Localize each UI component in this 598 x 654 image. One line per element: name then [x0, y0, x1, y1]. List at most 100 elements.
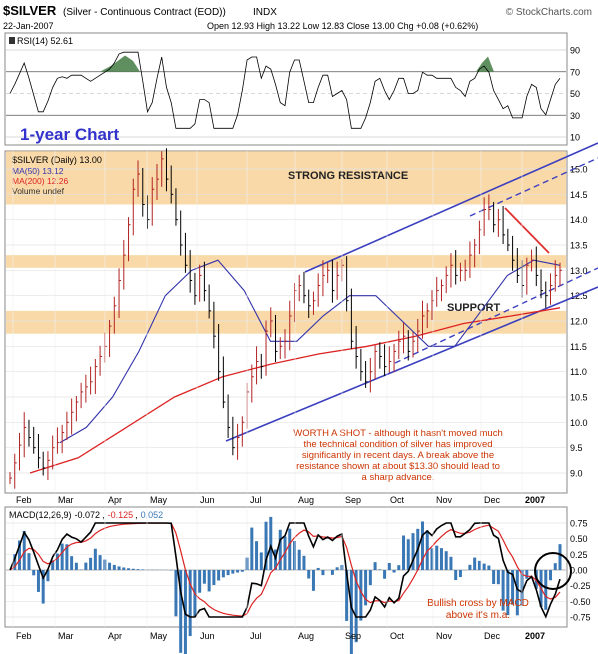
macd-histogram-bar	[501, 570, 505, 611]
strong-resistance-band	[6, 151, 566, 205]
macd-histogram-bar	[70, 556, 74, 570]
macd-histogram-bar	[117, 566, 121, 570]
macd-histogram-bar	[321, 570, 325, 576]
macd-histogram-bar	[549, 570, 553, 581]
macd-histogram-bar	[439, 548, 443, 570]
macd-histogram-bar	[383, 570, 387, 579]
macd-line	[9, 522, 561, 619]
macd-histogram-bar	[46, 570, 50, 582]
macd-label: MACD(12,26,9) -0.072, -0.125, 0.052	[9, 510, 163, 520]
macd-histogram-bar	[269, 516, 273, 570]
macd-value-3: 0.052	[141, 510, 164, 520]
macd-histogram-bar	[302, 555, 306, 570]
rsi-tick-label: 10	[570, 133, 580, 143]
header-ohlc: Open 12.93 High 13.22 Low 12.83 Close 13…	[207, 21, 478, 31]
macd-histogram-bar	[221, 570, 225, 578]
macd-histogram-bar	[55, 553, 59, 570]
annotation-line-2: the technical condition of silver has im…	[303, 439, 492, 450]
x-tick-label: Dec	[484, 631, 501, 641]
macd-histogram-bar	[41, 570, 45, 604]
macd-histogram-bar	[487, 565, 491, 570]
macd-histogram-bar	[236, 570, 240, 573]
rsi-grid	[6, 49, 566, 138]
macd-histogram-bar	[32, 570, 36, 576]
price-tick-label: 11.0	[570, 367, 587, 377]
macd-tick-label: 0.00	[570, 566, 588, 576]
x-tick-label: May	[150, 631, 168, 641]
macd-histogram-bar	[127, 568, 131, 570]
annotation-line-5: a sharp advance.	[362, 472, 435, 483]
macd-value-2: -0.125	[108, 510, 134, 520]
macd-histogram-bar	[13, 554, 17, 570]
macd-histogram-bar	[240, 570, 244, 572]
macd-histogram-bar	[473, 557, 477, 570]
macd-histogram-bar	[458, 570, 462, 578]
macd-histogram-bar	[477, 560, 481, 570]
header-watermark: © StockCharts.com	[506, 7, 592, 18]
macd-histogram-bar	[136, 569, 140, 570]
macd-histogram-bar	[98, 555, 102, 570]
macd-histogram-bar	[141, 569, 145, 570]
macd-histogram-bar	[335, 567, 339, 570]
macd-tick-label: -0.25	[570, 581, 591, 591]
macd-tick-label: -0.75	[570, 613, 591, 623]
channel-lower	[225, 286, 598, 442]
header-description: (Silver - Continuous Contract (EOD))	[63, 7, 226, 18]
chart-title: 1-year Chart	[20, 125, 120, 144]
header-symbol: $SILVER	[3, 3, 57, 18]
macd-histogram-bar	[364, 570, 368, 606]
macd-value-1: -0.072	[75, 510, 101, 520]
macd-histogram-bar	[544, 570, 548, 610]
price-tick-label: 10.5	[570, 393, 588, 403]
price-tick-label: 14.0	[570, 215, 588, 225]
legend-ma50: MA(50) 13.12	[12, 166, 64, 176]
price-tick-label: 13.0	[570, 266, 588, 276]
rsi-ticks: 90 70 50 30 10	[570, 46, 580, 143]
macd-histogram-bar	[264, 521, 268, 570]
resistance-trendline	[504, 207, 550, 254]
rsi-overbought-fill	[100, 55, 140, 72]
macd-tick-label: 0.50	[570, 534, 588, 544]
macd-histogram-bar	[378, 569, 382, 570]
x-tick-label: Mar	[58, 495, 74, 505]
macd-histogram-bar	[392, 570, 396, 573]
macd-histogram-bar	[359, 570, 363, 621]
macd-histogram-bar	[259, 552, 263, 570]
x-tick-label: Oct	[390, 495, 405, 505]
macd-histogram-bar	[292, 541, 296, 570]
macd-histogram-bar	[27, 553, 31, 570]
price-bars	[9, 148, 562, 489]
macd-histogram-bar	[492, 570, 496, 584]
macd-histogram-bar	[435, 545, 439, 570]
price-tick-label: 13.5	[570, 241, 588, 251]
x-tick-label: May	[150, 495, 168, 505]
price-tick-label: 12.0	[570, 317, 588, 327]
macd-histogram-bar	[444, 551, 448, 570]
macd-label-name: MACD(12,26,9)	[9, 510, 72, 520]
macd-histogram-bar	[482, 563, 486, 570]
rsi-tick-label: 30	[570, 111, 580, 121]
macd-histogram-bar	[17, 540, 21, 570]
x-tick-label: Feb	[16, 495, 32, 505]
macd-histogram-bar	[202, 570, 206, 584]
legend-volume: Volume undef	[12, 186, 65, 196]
macd-histogram-bar	[421, 521, 424, 570]
macd-sep-2: ,	[135, 510, 138, 520]
x-tick-label: Nov	[436, 495, 453, 505]
channel-upper-extension	[469, 157, 598, 217]
x-tick-label: Aug	[298, 631, 314, 641]
x-tick-label: Jun	[200, 495, 215, 505]
macd-histogram-bar	[449, 556, 453, 570]
rsi-line	[9, 51, 561, 129]
macd-histogram-bar	[84, 562, 88, 570]
macd-annotation-1: Bullish cross by MACD	[427, 598, 529, 609]
minor-resistance-band	[6, 255, 566, 268]
x-tick-label: Oct	[390, 631, 405, 641]
macd-histogram-bar	[330, 570, 334, 575]
price-ticks: 15.0 14.5 14.0 13.5 13.0 12.5 12.0 11.5 11.0 10.5…	[570, 165, 588, 479]
rsi-tick-label: 90	[570, 46, 580, 56]
macd-histogram-bar	[217, 570, 221, 581]
x-axis-macd: Feb Mar Apr May Jun Jul Aug Sep Oct Nov Dec 2007	[12, 507, 545, 641]
macd-histogram-bar	[207, 570, 211, 592]
